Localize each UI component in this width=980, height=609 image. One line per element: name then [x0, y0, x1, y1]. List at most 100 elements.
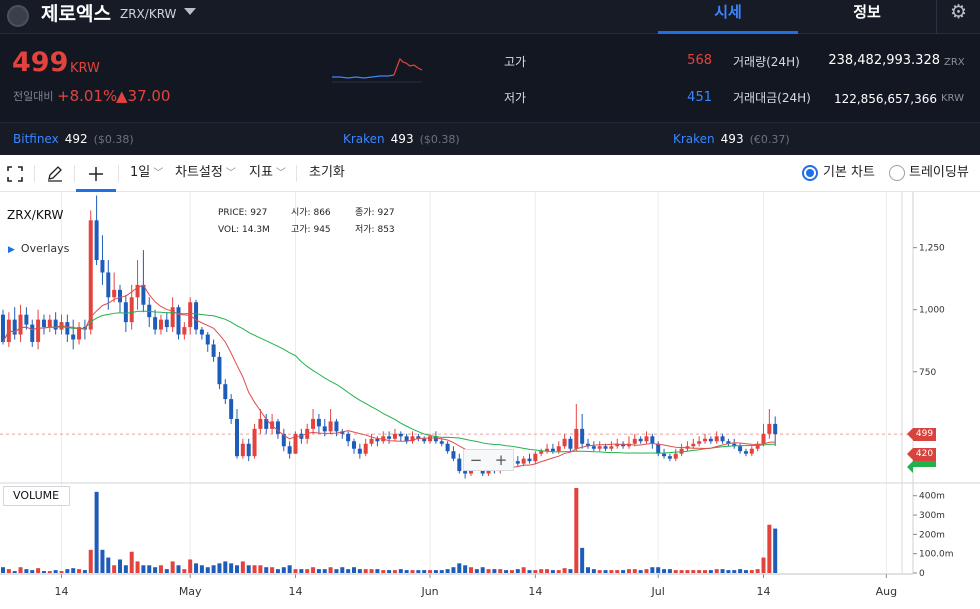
volume-bar	[749, 570, 754, 573]
fullscreen-icon[interactable]	[7, 166, 23, 182]
legend-close-value: 927	[377, 208, 395, 218]
candle-body	[346, 433, 351, 442]
tradingview-label[interactable]: 트레이딩뷰	[909, 165, 969, 180]
volume-bar	[545, 569, 550, 573]
top-bar: 제로엑스 ZRX/KRW 시세 정보 ⚙	[0, 0, 980, 34]
zoom-out-button[interactable]: −	[469, 451, 483, 469]
exchange-item[interactable]: Bitfinex 492 ($0.38)	[13, 131, 134, 148]
volume-bar	[129, 551, 134, 573]
volume-bar	[509, 570, 514, 573]
volume-tick-label: 0	[919, 569, 925, 579]
volume-bar	[439, 570, 444, 573]
legend-close-label: 종가:	[355, 208, 375, 218]
price-panel: 499 KRW 전일대비 +8.01% ▲37.00 고가 568 저가 451…	[0, 34, 980, 122]
candle-body	[580, 428, 585, 444]
price-sparkline	[332, 57, 423, 83]
candle-layer	[1, 195, 778, 479]
volume-bar	[12, 571, 17, 573]
active-tool-indicator	[76, 189, 116, 192]
legend-price-value: 927	[250, 208, 268, 218]
candle-body	[182, 327, 187, 335]
caret-right-icon: ▶	[8, 245, 15, 255]
volume-bar	[632, 569, 637, 573]
candle-body	[170, 307, 175, 328]
overlays-toggle[interactable]: ▶ Overlays	[8, 242, 69, 257]
volume-bar	[428, 570, 433, 573]
volume-bar	[562, 568, 567, 573]
volume-bar	[591, 569, 596, 573]
volume-bar	[188, 559, 193, 573]
volume-bar	[147, 565, 152, 573]
exchange-converted: ($0.38)	[419, 133, 460, 146]
x-tick-label: 14	[757, 585, 771, 598]
volume-bar	[410, 570, 415, 573]
candle-body	[463, 471, 468, 474]
volume-bar	[275, 569, 280, 573]
candle-body	[164, 319, 169, 328]
candle-body	[445, 443, 450, 452]
candle-body	[24, 314, 29, 325]
volume-bar	[463, 565, 468, 573]
indicators-menu[interactable]: 지표 ﹀	[249, 164, 286, 183]
interval-select[interactable]: 1일 ﹀	[130, 164, 163, 183]
volume-bar	[170, 561, 175, 573]
candlestick-chart[interactable]: 14 May 14 Jun 14 Jul 14 Aug 750 1,000 1,250 0 100.0m…	[0, 192, 980, 609]
volume-bar	[720, 569, 725, 573]
volume-bar	[112, 565, 117, 573]
gear-icon[interactable]: ⚙	[936, 0, 980, 34]
reset-button[interactable]: 초기화	[309, 165, 345, 180]
volume-bar	[94, 491, 99, 573]
volume-bar	[603, 570, 608, 573]
coin-pair[interactable]: ZRX/KRW	[120, 7, 177, 21]
volume-bar	[258, 565, 263, 573]
volume-bar	[498, 569, 503, 573]
volume-bar	[767, 524, 772, 573]
tab-info[interactable]: 정보	[853, 3, 881, 21]
candle-body	[293, 433, 298, 454]
x-tick-label: Jul	[651, 585, 665, 598]
tab-market[interactable]: 시세	[658, 0, 798, 34]
candle-body	[591, 446, 596, 449]
volume-bar	[773, 528, 778, 573]
candle-body	[217, 356, 222, 385]
candle-body	[264, 418, 269, 429]
price-tick-label: 1,250	[919, 244, 945, 254]
coin-name[interactable]: 제로엑스	[41, 3, 111, 25]
crosshair-icon[interactable]	[87, 165, 105, 183]
candle-body	[246, 443, 251, 457]
volume-bar	[229, 563, 234, 573]
chart-pair-label: ZRX/KRW	[7, 208, 64, 222]
volume-bar	[270, 567, 275, 573]
tradingview-radio[interactable]	[889, 165, 905, 181]
basic-chart-radio[interactable]	[802, 165, 818, 181]
chevron-down-icon[interactable]	[184, 8, 196, 15]
candle-body	[12, 319, 17, 335]
volume-bar	[474, 569, 479, 573]
candle-body	[194, 302, 199, 330]
volume-bar	[194, 563, 199, 573]
volume-bar	[299, 569, 304, 573]
candle-body	[556, 446, 561, 452]
basic-chart-label[interactable]: 기본 차트	[823, 165, 875, 180]
exchange-item[interactable]: Kraken 493 (€0.37)	[673, 131, 790, 148]
candle-body	[352, 441, 356, 449]
pencil-icon[interactable]	[46, 165, 64, 183]
candle-body	[30, 324, 35, 342]
candle-body	[673, 453, 678, 459]
candle-body	[199, 329, 204, 335]
volume-tick-label: 100.0m	[919, 550, 954, 560]
volume-bar	[457, 563, 462, 573]
change-amount: ▲37.00	[116, 87, 171, 105]
interval-label: 1일	[130, 165, 151, 180]
chart-settings-menu[interactable]: 차트설정 ﹀	[175, 164, 236, 183]
candle-body	[41, 319, 46, 328]
volume-layer	[1, 488, 778, 573]
candle-body	[586, 443, 590, 447]
candle-body	[334, 421, 339, 432]
zoom-in-button[interactable]: +	[494, 451, 508, 469]
exchange-item[interactable]: Kraken 493 ($0.38)	[343, 131, 460, 148]
candle-body	[755, 443, 760, 449]
amount-value: 122,856,657,366	[833, 92, 937, 106]
volume-bar	[621, 570, 626, 573]
volume-bar	[398, 569, 403, 573]
